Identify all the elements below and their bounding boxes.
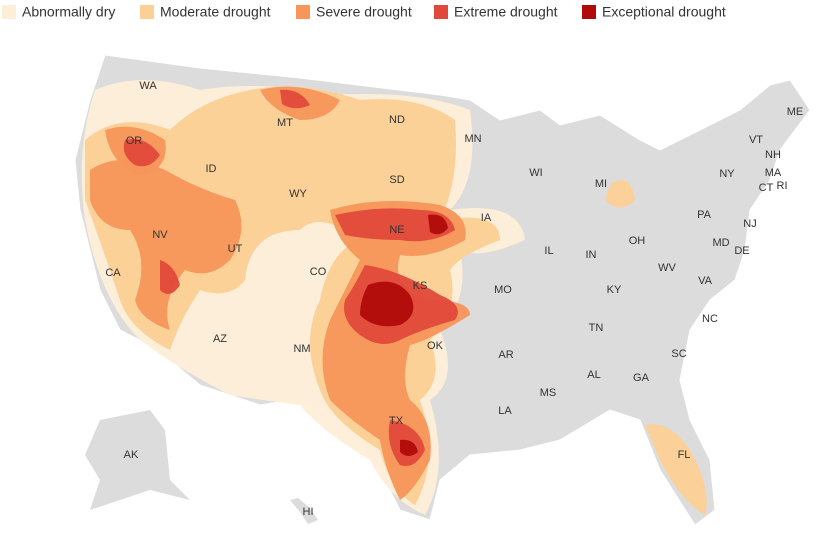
legend-swatch: [140, 5, 154, 19]
state-label: MD: [712, 237, 729, 249]
state-label: RI: [777, 180, 788, 192]
state-label: WV: [658, 262, 676, 274]
legend-swatch: [2, 5, 16, 19]
legend-swatch: [582, 5, 596, 19]
state-label: MO: [494, 284, 512, 296]
state-label: MA: [765, 167, 782, 179]
hawaii: [290, 498, 318, 524]
drought-area: [280, 89, 310, 109]
state-label: OK: [427, 340, 444, 352]
drought-area: [123, 139, 160, 167]
state-label: AR: [498, 349, 513, 361]
state-label: NH: [765, 149, 781, 161]
state-label: ID: [206, 163, 217, 175]
state-label: NC: [702, 313, 718, 325]
state-label: IL: [544, 245, 553, 257]
state-label: WA: [139, 80, 157, 92]
state-label: MS: [540, 387, 557, 399]
legend-label: Abnormally dry: [22, 4, 115, 20]
drought-area: [605, 180, 635, 208]
state-label: ND: [389, 114, 405, 126]
legend-swatch: [434, 5, 448, 19]
state-label: MT: [277, 117, 293, 129]
state-label: ME: [787, 106, 804, 118]
state-label: AL: [587, 369, 600, 381]
state-label: VT: [749, 134, 763, 146]
state-label: PA: [697, 209, 712, 221]
state-label: KY: [607, 284, 622, 296]
state-label: DE: [734, 245, 749, 257]
state-label: AZ: [213, 333, 227, 345]
state-label: NM: [293, 343, 310, 355]
state-label: CO: [310, 266, 327, 278]
drought-area: [322, 201, 470, 500]
state-label: WY: [289, 188, 307, 200]
legend-swatch: [296, 5, 310, 19]
legend-label: Extreme drought: [454, 4, 558, 20]
drought-area: [360, 281, 414, 327]
state-label: MI: [595, 178, 607, 190]
drought-area: [645, 424, 707, 515]
state-label: IA: [481, 212, 492, 224]
drought-areas: [81, 80, 707, 515]
state-label: HI: [303, 506, 314, 518]
state-labels: WA OR CA NV ID MT WY UT AZ CO NM ND SD NE KS OK TX MN IA MO…: [105, 80, 803, 518]
legend-label: Severe drought: [316, 4, 412, 20]
state-label: TX: [389, 415, 404, 427]
state-label: NE: [389, 224, 404, 236]
legend-label: Moderate drought: [160, 4, 271, 20]
drought-area: [160, 260, 180, 294]
state-label: WI: [529, 167, 542, 179]
state-label: NJ: [743, 218, 756, 230]
state-label: OH: [629, 235, 646, 247]
state-label: KS: [413, 280, 428, 292]
state-label: TN: [589, 322, 604, 334]
drought-area: [90, 160, 242, 330]
state-label: MN: [464, 133, 481, 145]
drought-area: [400, 439, 418, 456]
legend-label: Exceptional drought: [602, 4, 726, 20]
state-label: CT: [759, 182, 774, 194]
state-label: GA: [633, 372, 650, 384]
state-label: FL: [678, 449, 691, 461]
state-label: VA: [698, 275, 713, 287]
state-label: LA: [498, 405, 512, 417]
state-label: UT: [228, 243, 243, 255]
state-label: SD: [389, 174, 404, 186]
state-label: OR: [126, 135, 143, 147]
drought-area: [335, 208, 455, 242]
state-label: NV: [152, 229, 168, 241]
state-label: AK: [124, 449, 139, 461]
drought-area: [428, 214, 448, 235]
state-label: NY: [719, 168, 735, 180]
alaska: [85, 410, 190, 510]
state-label: CA: [105, 267, 121, 279]
state-label: IN: [586, 249, 597, 261]
legend: Abnormally dry Moderate drought Severe dro…: [2, 4, 726, 20]
state-label: SC: [671, 348, 686, 360]
